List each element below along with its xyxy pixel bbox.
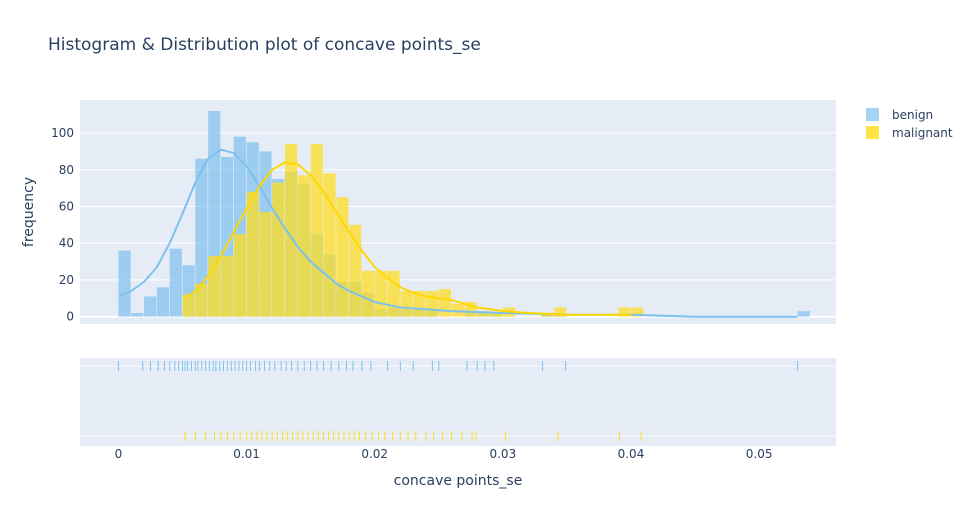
- histogram-bar-malignant: [349, 224, 362, 317]
- histogram-bar-benign: [156, 287, 170, 317]
- x-tick-label: 0: [115, 447, 123, 461]
- histogram-bar-malignant: [182, 294, 195, 317]
- histogram-bar-malignant: [220, 256, 234, 317]
- y-tick-label: 20: [59, 273, 74, 287]
- histogram-bar-malignant: [554, 307, 567, 317]
- histogram-bar-malignant: [246, 191, 259, 317]
- distribution-curve-malignant: [184, 161, 631, 316]
- legend-swatch-benign: [866, 108, 879, 121]
- histogram-bar-malignant: [374, 270, 387, 317]
- histogram-bar-malignant: [387, 270, 400, 317]
- histogram-bar-malignant: [233, 234, 246, 317]
- histogram-bar-benign: [195, 158, 208, 317]
- histogram-bar-benign: [131, 312, 144, 317]
- distribution-curves: [118, 148, 798, 318]
- rug-marks: [117, 361, 799, 441]
- histogram-bar-malignant: [195, 283, 208, 317]
- histogram-bar-malignant: [490, 312, 503, 317]
- histogram-bar-malignant: [297, 175, 311, 317]
- distribution-curve-benign: [118, 148, 798, 318]
- histogram-bar-benign: [118, 250, 131, 317]
- y-tick-label: 0: [66, 310, 74, 324]
- histogram-bar-benign: [144, 296, 157, 317]
- legend-label-benign: benign: [892, 108, 933, 122]
- histogram-bar-malignant: [413, 290, 426, 317]
- y-axis-title: frequency: [21, 177, 37, 247]
- rug-plot-area: [80, 358, 836, 446]
- histogram-bar-malignant: [618, 307, 631, 317]
- histogram-bar-malignant: [425, 290, 439, 317]
- chart-title: Histogram & Distribution plot of concave…: [48, 35, 481, 55]
- y-tick-label: 100: [51, 126, 74, 140]
- legend-item-benign[interactable]: benign: [866, 108, 933, 122]
- histogram-bar-malignant: [438, 289, 451, 317]
- x-axis-title: concave points_se: [394, 473, 523, 489]
- y-axis-tick-labels: 0 20 40 60 80 100: [51, 126, 74, 324]
- x-tick-label: 0.01: [233, 447, 260, 461]
- histogram-bar-malignant: [310, 144, 323, 317]
- histogram-bar-malignant: [477, 311, 490, 317]
- y-tick-label: 60: [59, 199, 74, 213]
- histogram-bar-malignant: [259, 212, 272, 317]
- histogram-bar-malignant: [630, 307, 644, 317]
- histogram-bar-malignant: [451, 303, 464, 317]
- legend-swatch-malignant: [866, 126, 879, 139]
- histogram-bar-benign: [797, 311, 810, 317]
- y-tick-label: 80: [59, 163, 74, 177]
- histogram-bar-malignant: [400, 290, 413, 317]
- legend-label-malignant: malignant: [892, 126, 953, 140]
- histogram-bar-benign: [169, 248, 182, 317]
- histogram-bar-malignant: [361, 270, 375, 317]
- legend-item-malignant[interactable]: malignant: [866, 126, 953, 140]
- legend: benign malignant: [866, 108, 953, 140]
- x-tick-label: 0.03: [489, 447, 516, 461]
- x-tick-label: 0.02: [361, 447, 388, 461]
- y-tick-label: 40: [59, 236, 74, 250]
- x-tick-label: 0.04: [618, 447, 645, 461]
- histogram-bar-malignant: [272, 182, 285, 317]
- x-tick-label: 0.05: [746, 447, 773, 461]
- x-axis-tick-labels: 0 0.01 0.02 0.03 0.04 0.05: [115, 447, 773, 461]
- histogram-bar-malignant: [285, 144, 298, 317]
